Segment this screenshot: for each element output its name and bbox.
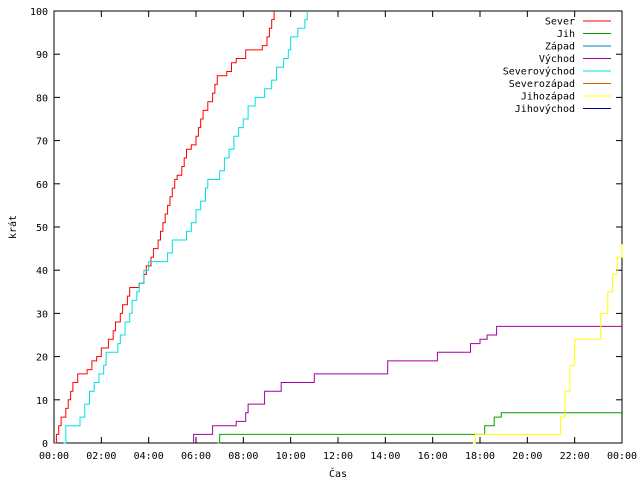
y-tick-label: 10 (36, 396, 48, 407)
y-tick-label: 80 (36, 93, 48, 104)
x-axis-label: Čas (329, 467, 347, 480)
y-tick-label: 90 (36, 50, 48, 61)
series-line-jihozápad (472, 244, 623, 444)
x-tick-label: 16:00 (418, 451, 448, 462)
legend-label: Východ (539, 53, 575, 65)
x-tick-label: 04:00 (134, 451, 164, 462)
y-tick-label: 30 (36, 309, 48, 320)
x-tick-label: 06:00 (181, 451, 211, 462)
x-tick-label: 08:00 (228, 451, 258, 462)
x-tick-label: 02:00 (86, 451, 116, 462)
series-line-jih (217, 412, 622, 444)
series-line-sever (54, 11, 275, 444)
y-axis-label: krát (7, 215, 19, 239)
legend: SeverJihZápadVýchodSeverovýchodSeverozáp… (503, 17, 611, 115)
legend-label: Jihozápad (521, 91, 575, 103)
legend-label: Sever (545, 17, 575, 28)
series-lines (54, 11, 623, 444)
x-tick-label: 14:00 (370, 451, 400, 462)
x-tick-label: 18:00 (465, 451, 495, 462)
legend-label: Severozápad (509, 78, 575, 90)
legend-label: Západ (545, 41, 575, 53)
x-axis: 00:00 02:00 04:00 06:00 08:00 10:00 12:00 14:00… (39, 11, 637, 462)
legend-label: Jihovýchod (515, 103, 575, 115)
y-tick-label: 60 (36, 180, 48, 191)
x-tick-label: 20:00 (512, 451, 542, 462)
y-tick-label: 50 (36, 223, 48, 234)
y-tick-label: 40 (36, 266, 48, 277)
series-line-severovýchod (63, 11, 308, 444)
x-tick-label: 10:00 (276, 451, 306, 462)
series-line-východ (193, 325, 622, 443)
y-tick-label: 0 (42, 439, 48, 450)
x-tick-label: 00:00 (607, 451, 637, 462)
x-tick-label: 00:00 (39, 451, 69, 462)
y-tick-label: 20 (36, 353, 48, 364)
y-tick-label: 70 (36, 137, 48, 148)
legend-label: Severovýchod (503, 66, 575, 78)
x-tick-label: 12:00 (323, 451, 353, 462)
x-tick-label: 22:00 (560, 451, 590, 462)
y-tick-label: 100 (30, 7, 48, 18)
legend-label: Jih (557, 29, 575, 40)
